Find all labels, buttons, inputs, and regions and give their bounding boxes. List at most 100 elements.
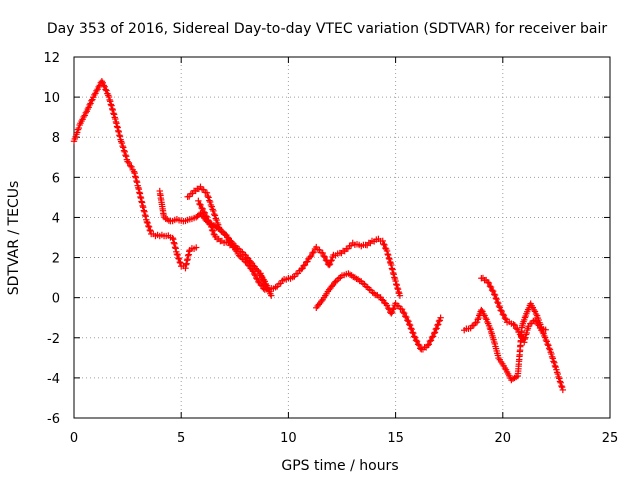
data-point	[174, 251, 181, 259]
data-point	[144, 219, 151, 227]
data-point	[489, 287, 497, 295]
data-point	[406, 321, 413, 328]
data-point	[102, 86, 109, 93]
data-point	[146, 226, 153, 234]
series-4	[257, 235, 404, 299]
data-point	[482, 314, 489, 322]
data-point	[258, 274, 266, 281]
data-point	[132, 174, 140, 181]
grid-lines	[74, 57, 610, 418]
data-point	[521, 339, 528, 346]
data-point	[486, 324, 494, 332]
data-point	[120, 144, 127, 151]
data-point	[321, 253, 329, 261]
data-point	[206, 198, 214, 206]
data-point	[495, 302, 503, 310]
data-point	[209, 206, 216, 213]
data-point	[124, 158, 131, 165]
data-point	[107, 98, 114, 105]
data-point	[75, 124, 83, 132]
data-point	[171, 240, 178, 247]
data-point	[208, 203, 215, 210]
data-point	[510, 321, 517, 328]
data-point	[544, 340, 551, 348]
data-point	[103, 87, 110, 94]
data-point	[110, 111, 118, 118]
data-point	[202, 212, 210, 220]
data-point	[380, 240, 387, 248]
data-point	[195, 197, 202, 205]
data-point	[404, 317, 411, 324]
data-point	[486, 283, 494, 290]
data-point	[428, 333, 436, 341]
data-point	[429, 333, 437, 340]
data-point	[430, 330, 438, 337]
data-point	[398, 306, 406, 313]
data-point	[400, 310, 408, 317]
data-point	[132, 173, 139, 180]
data-point	[403, 313, 410, 321]
data-point	[551, 362, 559, 370]
data-point	[143, 218, 151, 226]
data-point	[145, 222, 152, 230]
data-point	[304, 258, 311, 265]
data-point	[511, 322, 519, 329]
data-point	[556, 378, 564, 385]
data-point	[301, 261, 309, 269]
y-axis-label: SDTVAR / TECUs	[6, 181, 22, 296]
y-tick-label: 2	[52, 252, 60, 267]
x-tick-label: 15	[387, 431, 404, 446]
data-point	[300, 262, 307, 269]
data-point	[120, 147, 128, 154]
data-point	[548, 350, 555, 358]
data-point	[378, 296, 386, 303]
data-point	[203, 189, 211, 197]
x-tick-label: 10	[280, 431, 297, 446]
data-point	[412, 337, 420, 344]
data-point	[523, 329, 530, 337]
data-point	[322, 256, 330, 264]
x-tick-label: 25	[602, 431, 619, 446]
data-point	[399, 308, 407, 316]
data-point	[533, 318, 540, 325]
plot-frame	[73, 56, 611, 419]
data-point	[474, 316, 481, 323]
data-point	[128, 163, 135, 171]
x-tick-label: 5	[177, 431, 185, 446]
data-point	[390, 304, 398, 312]
data-point	[434, 321, 441, 329]
data-point	[395, 288, 402, 296]
data-point	[388, 310, 395, 317]
data-point	[389, 269, 397, 277]
data-point	[298, 265, 305, 273]
data-point	[413, 338, 421, 345]
y-tick-labels: -6 -4 -2 0 2 4 6 8 10 12	[43, 51, 60, 427]
data-point	[133, 177, 140, 185]
data-point	[473, 318, 481, 326]
data-point	[385, 251, 392, 259]
data-point	[406, 322, 414, 329]
data-point	[424, 342, 431, 349]
data-point	[206, 197, 213, 204]
data-point	[210, 207, 217, 215]
data-point	[197, 201, 204, 209]
data-point	[381, 241, 388, 249]
data-point	[131, 169, 138, 177]
data-point	[494, 298, 501, 306]
data-point	[199, 205, 206, 213]
data-point	[388, 308, 396, 316]
data-point	[328, 283, 335, 290]
data-point	[196, 200, 203, 208]
data-point	[200, 208, 207, 216]
y-tick-label: 4	[52, 211, 60, 226]
data-point	[177, 259, 184, 267]
data-point	[534, 320, 541, 328]
y-tick-label: 0	[52, 292, 60, 307]
data-point	[327, 257, 335, 265]
data-point	[209, 227, 217, 235]
data-point	[310, 248, 317, 256]
data-point	[414, 341, 422, 348]
data-point	[198, 204, 205, 212]
data-point	[250, 270, 258, 278]
